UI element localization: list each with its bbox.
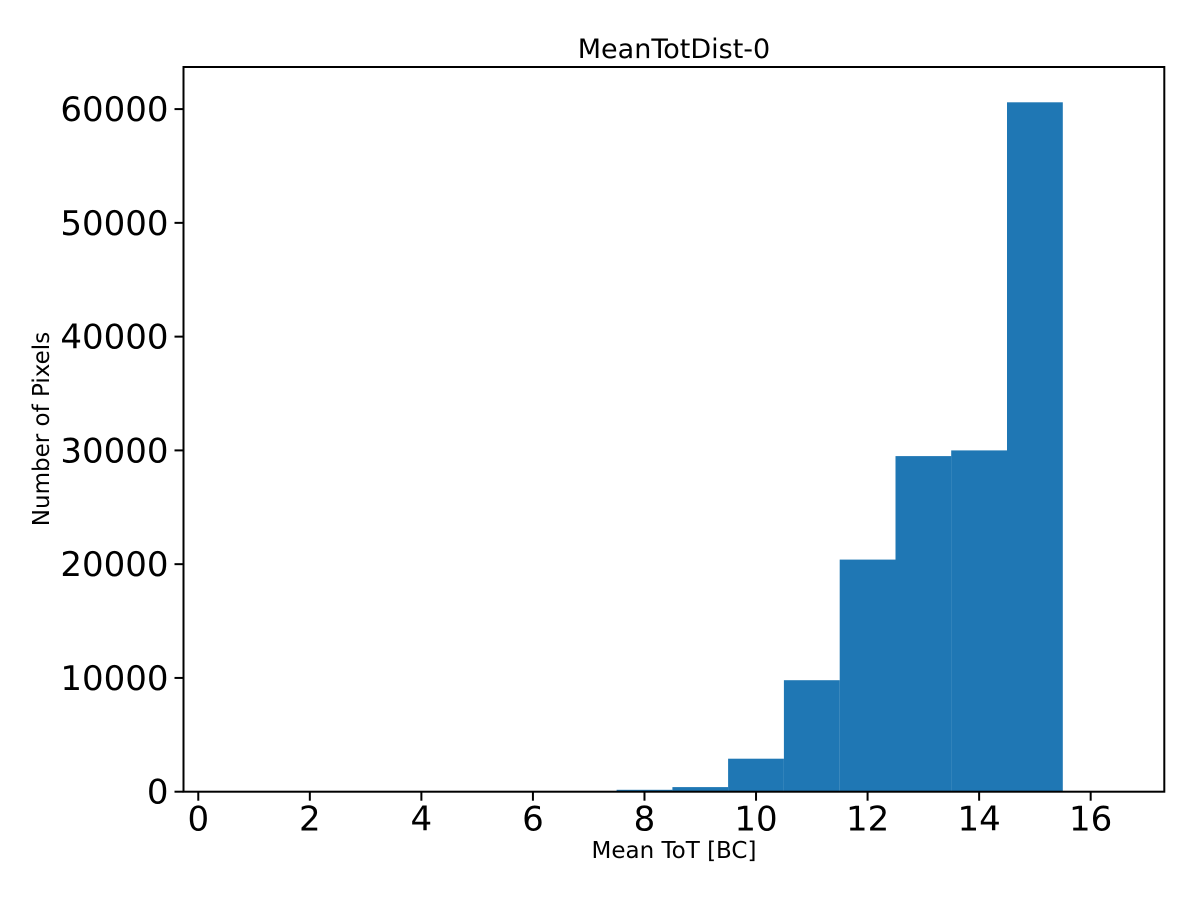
histogram-bar [672, 787, 729, 792]
x-axis-label: Mean ToT [BC] [592, 838, 757, 864]
x-tick-label: 8 [634, 800, 656, 840]
y-tick-label: 20000 [60, 545, 168, 585]
histogram-bar [839, 559, 896, 792]
histogram-bars [616, 102, 1063, 792]
x-tick-label: 2 [299, 800, 321, 840]
histogram-bar [783, 680, 840, 792]
x-axis-ticks: 0 2 4 6 8 10 12 14 16 [187, 791, 1112, 840]
y-tick-label: 30000 [60, 431, 168, 471]
y-tick-label: 50000 [60, 204, 168, 244]
x-tick-label: 10 [734, 800, 777, 840]
y-axis-ticks: 0 10000 20000 30000 40000 50000 60000 [60, 90, 184, 813]
x-tick-label: 6 [522, 800, 544, 840]
x-tick-label: 0 [187, 800, 209, 840]
y-axis-label: Number of Pixels [29, 332, 55, 526]
histogram-bar [728, 758, 784, 792]
x-tick-label: 12 [846, 800, 889, 840]
plot-frame [182, 66, 1166, 793]
histogram-bar [1007, 102, 1063, 792]
y-tick-label: 40000 [60, 318, 168, 358]
y-tick-label: 0 [147, 773, 169, 813]
histogram-bar [951, 450, 1007, 792]
x-tick-label: 16 [1069, 800, 1112, 840]
histogram-bar [895, 456, 952, 792]
chart-title: MeanTotDist-0 [578, 34, 770, 65]
x-tick-label: 14 [957, 800, 1000, 840]
y-tick-label: 10000 [60, 659, 168, 699]
x-tick-label: 4 [411, 800, 433, 840]
y-tick-label: 60000 [60, 90, 168, 130]
